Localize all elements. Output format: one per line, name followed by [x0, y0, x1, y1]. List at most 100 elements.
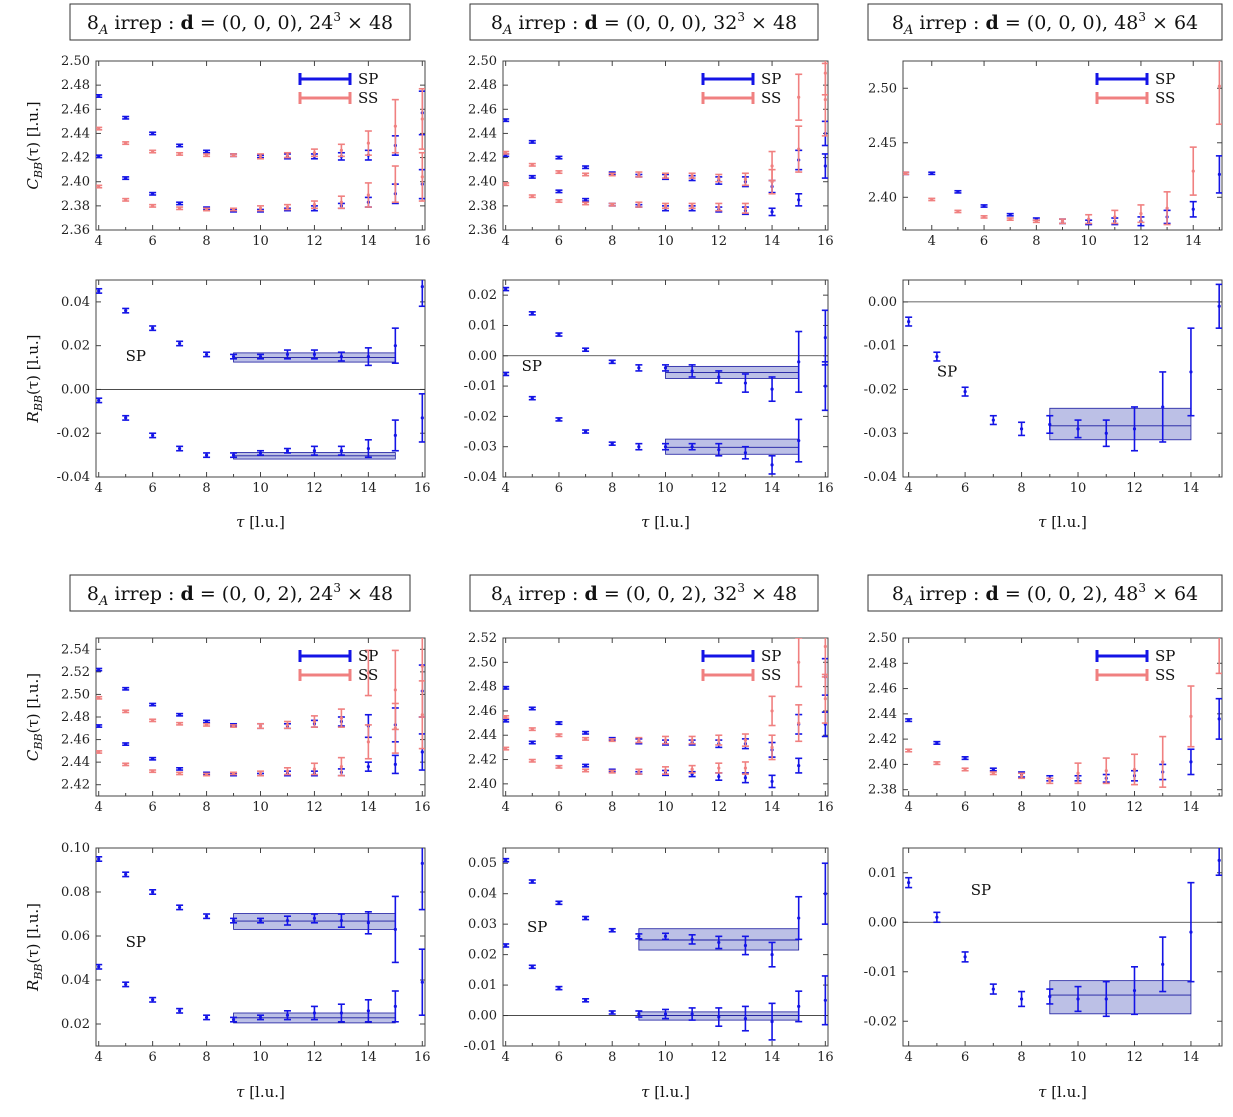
chart-2-bottom-xtick-label-5: 14	[1183, 481, 1200, 496]
chart-5-top-s0-point-1	[935, 741, 939, 745]
chart-5-bottom-s0-point-10	[1189, 930, 1193, 934]
chart-0-top-legend-text-SS: SS	[358, 89, 378, 107]
chart-0-bottom-annotation: SP	[126, 347, 146, 365]
chart-2-top-legend-text-SS: SS	[1155, 89, 1175, 107]
chart-0-bottom-xtick-label-3: 10	[252, 481, 269, 496]
chart-2-top-s1-point-5	[1034, 219, 1038, 223]
chart-1-top-s3-point-8	[717, 205, 721, 209]
chart-3-top-s0-point-3	[177, 713, 182, 717]
chart-1-top-s2-point-1	[530, 163, 534, 167]
chart-0-top-ylabel-main: C	[24, 178, 42, 190]
chart-4-title-lead: 8	[491, 583, 503, 605]
chart-5-header-box	[867, 574, 1223, 612]
chart-1-bottom-xtick-label-6: 16	[817, 481, 834, 496]
chart-3-bottom-xtick-label-1: 6	[148, 1050, 156, 1065]
chart-3-bottom-xtick-label-5: 14	[360, 1050, 377, 1065]
chart-4-top-s2-point-0	[504, 715, 508, 719]
chart-1-top-s3-point-12	[823, 98, 827, 102]
chart-4-xlabel-sym: τ	[641, 1083, 650, 1101]
chart-1-top-ytick-label-1: 2.38	[468, 199, 497, 214]
chart-1-top-s3-point-4	[610, 203, 614, 207]
chart-3-top-ytick-label-3: 2.48	[61, 710, 90, 725]
chart-1-title: 8A irrep : d = (0, 0, 0), 323 × 48	[491, 10, 797, 38]
chart-4-bottom-ytick-label-3: 0.02	[468, 948, 497, 963]
chart-5-top-s1-point-3	[991, 771, 995, 775]
chart-4-top-xtick-label-0: 4	[502, 800, 510, 815]
chart-2-bottom-s0-point-7	[1104, 431, 1108, 435]
chart-3-bottom-s0-point-5	[231, 919, 236, 923]
chart-0-title-rest: = (0, 0, 0), 24	[194, 12, 334, 34]
chart-2-bottom-ytick-label-1: -0.03	[864, 426, 897, 441]
chart-1-bottom-ytick-label-1: -0.03	[464, 440, 497, 455]
chart-1-top-xtick-label-2: 8	[608, 234, 616, 249]
chart-1-title-mid: irrep :	[512, 12, 584, 34]
chart-2-bottom-s0-point-4	[1019, 427, 1024, 431]
chart-3-top-s2-point-12	[420, 664, 424, 668]
chart-0-top-ylabel-rest: (τ) [l.u.]	[24, 101, 42, 161]
chart-3-bottom-s0-point-2	[151, 890, 155, 894]
chart-5-bottom-s0-point-2	[963, 955, 967, 959]
chart-0-top-ylabel: CBB(τ) [l.u.]	[24, 101, 45, 189]
chart-1-bottom-s1-point-1	[530, 396, 534, 400]
chart-4-top-s1-point-1	[530, 740, 534, 745]
chart-2-bottom-s0-point-10	[1189, 370, 1193, 374]
chart-3-title-mid: irrep :	[108, 583, 180, 605]
chart-0-top-s2-point-3	[177, 152, 182, 156]
chart-4-bottom-s0-point-3	[583, 916, 588, 920]
chart-5-bottom-fit-band-0	[1049, 980, 1192, 1015]
chart-5-top-s1-point-1	[935, 761, 939, 765]
chart-0-bottom-s0-point-3	[177, 341, 182, 346]
chart-0-top-s2-point-10	[366, 141, 370, 145]
chart-4-top-xtick-label-1: 6	[555, 800, 563, 815]
chart-3-bottom-xtick-label-3: 10	[252, 1050, 269, 1065]
chart-4-bottom-annotation: SP	[527, 918, 547, 936]
chart-1-bottom-s1-point-4	[610, 442, 614, 446]
chart-1-title-bold: d	[585, 12, 598, 34]
chart-3-bottom-s0-point-1	[124, 872, 128, 877]
chart-5-top-ytick-label-2: 2.42	[868, 732, 897, 747]
chart-4-bottom-s1-point-5	[637, 1012, 641, 1016]
chart-4-bottom-xtick-label-5: 14	[764, 1050, 781, 1065]
chart-0-top-s3-point-7	[285, 205, 290, 209]
chart-1-bottom-s1-point-8	[717, 448, 721, 452]
chart-2-top-s1-point-0	[904, 171, 908, 175]
chart-4-top-s1-point-0	[504, 719, 508, 723]
chart-5-bottom-ytick-label-3: 0.01	[868, 866, 897, 881]
chart-1-bottom-s1-point-9	[743, 451, 748, 455]
chart-2-title-sub: A	[903, 23, 913, 38]
chart-3-top-s2-point-8	[312, 719, 317, 724]
chart-4-bottom-s1-point-11	[797, 1004, 801, 1009]
chart-1-top-s1-point-3	[583, 198, 588, 202]
chart-0-bottom-s1-point-10	[366, 446, 370, 451]
chart-1-bottom-s1-point-3	[583, 429, 588, 434]
chart-0-top-s2-point-7	[285, 153, 290, 157]
chart-3-bottom-s0-point-12	[420, 861, 424, 866]
chart-3-top-s1-point-2	[151, 757, 155, 761]
chart-1-top-s1-point-10	[770, 210, 774, 214]
chart-0-top-s3-point-6	[258, 206, 263, 210]
chart-4-title-sub: A	[502, 594, 512, 609]
chart-1-top-s3-point-5	[637, 203, 641, 207]
chart-2-bottom-annotation: SP	[937, 362, 957, 380]
chart-1-bottom-ytick-label-5: 0.01	[468, 318, 497, 333]
chart-4-bottom-s1-point-1	[530, 965, 534, 969]
chart-1-top-s0-point-0	[504, 118, 508, 122]
chart-0-top-xtick-label-1: 6	[148, 234, 156, 249]
chart-2-title-lead: 8	[892, 12, 904, 34]
chart-3-top-legend-text-SP: SP	[358, 647, 378, 665]
chart-5-bottom-s0-point-9	[1161, 962, 1165, 966]
chart-4-top-s3-point-2	[557, 765, 561, 769]
chart-4-top-legend-text-SP: SP	[761, 647, 781, 665]
chart-2-top-s1-point-1	[930, 197, 934, 202]
chart-1-bottom-s0-point-3	[583, 348, 588, 352]
chart-5-top-s1-point-4	[1019, 774, 1024, 778]
chart-0-xlabel: τ [l.u.]	[236, 513, 285, 531]
chart-0-title-lead: 8	[87, 12, 99, 34]
chart-1-bottom-s1-point-2	[557, 417, 561, 422]
chart-0-top-s3-point-9	[339, 200, 344, 204]
chart-4-top-xtick-label-4: 12	[711, 800, 728, 815]
chart-0-bottom-s1-point-1	[124, 416, 128, 420]
chart-2-top-xtick-label-5: 14	[1185, 234, 1202, 249]
chart-1-bottom-s1-point-5	[637, 445, 641, 449]
chart-3-top-ylabel: CBB(τ) [l.u.]	[24, 673, 45, 761]
